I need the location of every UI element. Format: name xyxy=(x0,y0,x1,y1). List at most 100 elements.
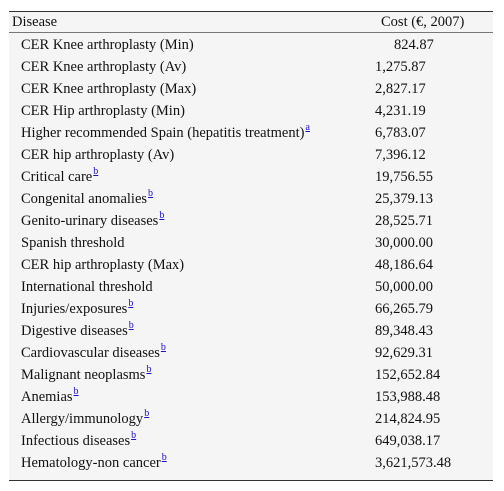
table-row: Spanish threshold 30,000.00 xyxy=(9,232,493,254)
footnote-link[interactable]: b xyxy=(161,452,167,463)
disease-cell: Critical careb xyxy=(21,166,98,188)
cost-cell: 2,827.17 xyxy=(375,81,426,97)
footnote-link[interactable]: b xyxy=(73,386,79,397)
disease-label: CER hip arthroplasty (Av) xyxy=(21,147,175,163)
disease-label: Higher recommended Spain (hepatitis trea… xyxy=(21,125,305,141)
cost-cell: 824.87 xyxy=(394,37,434,53)
table-top-rule xyxy=(9,11,493,12)
disease-label: CER Knee arthroplasty (Av) xyxy=(21,59,187,75)
disease-label: Congenital anomalies xyxy=(21,191,148,207)
disease-label: CER Hip arthroplasty (Min) xyxy=(21,103,185,119)
cost-cell: 649,038.17 xyxy=(375,433,441,449)
table-row: CER Hip arthroplasty (Min) 4,231.19 xyxy=(9,100,493,122)
table-bottom-rule xyxy=(9,480,493,481)
disease-label: Critical care xyxy=(21,169,93,185)
disease-label: Malignant neoplasms xyxy=(21,367,146,383)
footnote-link[interactable]: b xyxy=(128,298,134,309)
disease-cell: Anemiasb xyxy=(21,386,79,408)
cost-cell: 4,231.19 xyxy=(375,103,426,119)
cost-cell: 89,348.43 xyxy=(375,323,433,339)
footnote-link[interactable]: b xyxy=(128,320,134,331)
header-disease: Disease xyxy=(12,14,58,30)
disease-cell: International threshold xyxy=(21,276,153,298)
cost-cell: 153,988.48 xyxy=(375,389,441,405)
disease-label: Anemias xyxy=(21,389,73,405)
disease-label: Allergy/immunology xyxy=(21,411,144,427)
cost-cell: 28,525.71 xyxy=(375,213,433,229)
table-body: CER Knee arthroplasty (Min) 824.87 CER Kne… xyxy=(9,34,493,474)
disease-cell: Higher recommended Spain (hepatitis trea… xyxy=(21,122,310,144)
disease-cell: CER Hip arthroplasty (Min) xyxy=(21,100,185,122)
header-cost: Cost (€, 2007) xyxy=(381,14,465,30)
table-header-rule xyxy=(9,32,493,33)
disease-label: Hematology-non cancer xyxy=(21,455,161,471)
disease-cell: Genito-urinary diseasesb xyxy=(21,210,164,232)
disease-cell: CER Knee arthroplasty (Max) xyxy=(21,78,196,100)
disease-label: CER Knee arthroplasty (Min) xyxy=(21,37,194,53)
footnote-link[interactable]: b xyxy=(146,364,152,375)
table-row: Allergy/immunologyb 214,824.95 xyxy=(9,408,493,430)
table-row: Critical careb 19,756.55 xyxy=(9,166,493,188)
disease-cell: Digestive diseasesb xyxy=(21,320,134,342)
cost-cell: 30,000.00 xyxy=(375,235,433,251)
footnote-link[interactable]: b xyxy=(93,166,99,177)
disease-label: Cardiovascular diseases xyxy=(21,345,160,361)
disease-cell: Congenital anomaliesb xyxy=(21,188,153,210)
disease-cell: Spanish threshold xyxy=(21,232,125,254)
cost-cell: 66,265.79 xyxy=(375,301,433,317)
table-row: CER Knee arthroplasty (Av) 1,275.87 xyxy=(9,56,493,78)
disease-cell: Injuries/exposuresb xyxy=(21,298,133,320)
footnote-link[interactable]: b xyxy=(148,188,154,199)
cost-cell: 19,756.55 xyxy=(375,169,433,185)
disease-cell: CER hip arthroplasty (Av) xyxy=(21,144,174,166)
disease-label: International threshold xyxy=(21,279,153,295)
disease-label: Injuries/exposures xyxy=(21,301,128,317)
table-header-row: Disease Cost (€, 2007) xyxy=(9,12,493,32)
table-row: Malignant neoplasmsb 152,652.84 xyxy=(9,364,493,386)
cost-cell: 1,275.87 xyxy=(375,59,426,75)
table-row: Cardiovascular diseasesb 92,629.31 xyxy=(9,342,493,364)
disease-label: Infectious diseases xyxy=(21,433,131,449)
table-row: Digestive diseasesb 89,348.43 xyxy=(9,320,493,342)
table-row: Hematology-non cancerb 3,621,573.48 xyxy=(9,452,493,474)
disease-label: Spanish threshold xyxy=(21,235,125,251)
table-row: Injuries/exposuresb 66,265.79 xyxy=(9,298,493,320)
table-row: CER hip arthroplasty (Max) 48,186.64 xyxy=(9,254,493,276)
disease-cell: Hematology-non cancerb xyxy=(21,452,167,474)
disease-label: CER hip arthroplasty (Max) xyxy=(21,257,185,273)
footnote-link[interactable]: b xyxy=(159,210,165,221)
footnote-link[interactable]: a xyxy=(305,122,310,133)
table-row: Infectious diseasesb 649,038.17 xyxy=(9,430,493,452)
cost-cell: 152,652.84 xyxy=(375,367,441,383)
disease-cell: CER hip arthroplasty (Max) xyxy=(21,254,184,276)
cost-cell: 6,783.07 xyxy=(375,125,426,141)
cost-cell: 92,629.31 xyxy=(375,345,433,361)
disease-label: Genito-urinary diseases xyxy=(21,213,159,229)
disease-cell: CER Knee arthroplasty (Min) xyxy=(21,34,194,56)
table-row: Higher recommended Spain (hepatitis trea… xyxy=(9,122,493,144)
cost-cell: 7,396.12 xyxy=(375,147,426,163)
footnote-link[interactable]: b xyxy=(144,408,150,419)
cost-cell: 50,000.00 xyxy=(375,279,433,295)
table-row: CER Knee arthroplasty (Max) 2,827.17 xyxy=(9,78,493,100)
cost-cell: 214,824.95 xyxy=(375,411,441,427)
table-row: Genito-urinary diseasesb 28,525.71 xyxy=(9,210,493,232)
disease-label: Digestive diseases xyxy=(21,323,128,339)
cost-cell: 3,621,573.48 xyxy=(375,455,452,471)
cost-table: Disease Cost (€, 2007) CER Knee arthropl… xyxy=(9,11,493,481)
disease-cell: Infectious diseasesb xyxy=(21,430,136,452)
table-row: Anemiasb 153,988.48 xyxy=(9,386,493,408)
footnote-link[interactable]: b xyxy=(160,342,166,353)
cost-cell: 25,379.13 xyxy=(375,191,433,207)
table-row: International threshold 50,000.00 xyxy=(9,276,493,298)
disease-label: CER Knee arthroplasty (Max) xyxy=(21,81,197,97)
cost-cell: 48,186.64 xyxy=(375,257,433,273)
table-row: Congenital anomaliesb 25,379.13 xyxy=(9,188,493,210)
disease-cell: Allergy/immunologyb xyxy=(21,408,149,430)
disease-cell: CER Knee arthroplasty (Av) xyxy=(21,56,186,78)
footnote-link[interactable]: b xyxy=(131,430,137,441)
table-row: CER Knee arthroplasty (Min) 824.87 xyxy=(9,34,493,56)
disease-cell: Malignant neoplasmsb xyxy=(21,364,151,386)
disease-cell: Cardiovascular diseasesb xyxy=(21,342,166,364)
table-row: CER hip arthroplasty (Av) 7,396.12 xyxy=(9,144,493,166)
